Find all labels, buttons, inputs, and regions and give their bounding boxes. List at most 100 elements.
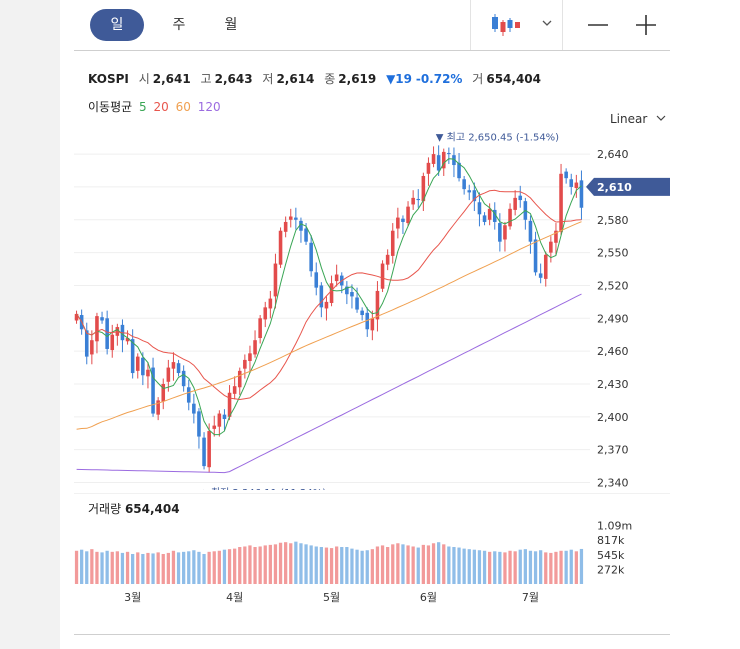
candle-body bbox=[365, 312, 370, 330]
volume-bar bbox=[396, 543, 400, 584]
tab-daily[interactable]: 일 bbox=[90, 9, 144, 41]
candle-body bbox=[227, 392, 232, 417]
candle-body bbox=[130, 339, 135, 374]
volume-bar bbox=[472, 549, 476, 584]
candle-body bbox=[263, 307, 268, 320]
tab-monthly[interactable]: 월 bbox=[224, 17, 238, 33]
month-label: 3월 bbox=[124, 591, 141, 604]
volume-bar bbox=[324, 547, 329, 584]
candle-body bbox=[360, 310, 364, 316]
ma-period-20[interactable]: 20 bbox=[153, 100, 169, 114]
volume-bar bbox=[528, 550, 533, 584]
volume-bar bbox=[80, 549, 84, 584]
volume-bar bbox=[482, 550, 487, 584]
candle-body bbox=[294, 217, 298, 220]
volume-value: 654,404 bbox=[124, 502, 180, 516]
candle-body bbox=[100, 317, 104, 321]
volume-bar bbox=[533, 551, 538, 584]
volume-bar bbox=[335, 546, 339, 584]
volume-bar bbox=[467, 549, 471, 584]
volume-short-value: 654,404 bbox=[486, 72, 541, 86]
candle-body bbox=[436, 155, 441, 171]
price-tick-label: 2,340 bbox=[597, 477, 629, 490]
tab-weekly[interactable]: 주 bbox=[172, 17, 186, 33]
moving-average-legend: 이동평균 5 20 60 120 bbox=[88, 98, 224, 115]
candle-body bbox=[248, 353, 252, 362]
candle-body bbox=[390, 230, 395, 256]
price-tick-label: 2,490 bbox=[597, 312, 629, 325]
volume-bar bbox=[365, 550, 369, 584]
volume-bar bbox=[136, 552, 140, 584]
candle-body bbox=[533, 239, 538, 273]
scale-label: Linear bbox=[610, 112, 648, 126]
close-label: 종 bbox=[324, 72, 336, 86]
volume-bar bbox=[110, 551, 114, 584]
price-tick-label: 2,400 bbox=[597, 411, 629, 424]
candle-body bbox=[273, 263, 278, 297]
price-tick-label: 2,430 bbox=[597, 378, 629, 391]
volume-bar bbox=[192, 550, 196, 584]
high-label: 고 bbox=[200, 72, 212, 86]
candle-body bbox=[84, 330, 89, 357]
volume-legend: 거래량 654,404 bbox=[88, 500, 180, 517]
candle-body bbox=[380, 263, 385, 289]
candle-body bbox=[232, 386, 237, 394]
plus-icon bbox=[636, 15, 656, 35]
volume-bar bbox=[380, 545, 385, 584]
price-chart[interactable]: 2,640 2,610 2,580 2,550 2,520 2,490 2,460 2,430… bbox=[60, 130, 740, 490]
candle-body bbox=[253, 340, 257, 355]
candle-body bbox=[74, 313, 79, 321]
current-price-label: 2,610 bbox=[597, 181, 632, 194]
candlestick-icon bbox=[492, 14, 520, 36]
toolbar-divider bbox=[470, 0, 471, 50]
volume-bar bbox=[406, 545, 410, 584]
chart-panel: 일 주 월 KOSPI 시 2,641 bbox=[60, 0, 740, 649]
candle-body bbox=[161, 383, 166, 402]
volume-bar bbox=[544, 552, 548, 584]
candle-body bbox=[304, 228, 308, 242]
candle-body bbox=[467, 190, 472, 193]
ma60-line bbox=[76, 221, 582, 430]
change-percent: -0.72% bbox=[415, 72, 463, 86]
volume-bar bbox=[151, 553, 155, 584]
current-price-tag bbox=[586, 177, 670, 196]
volume-bar bbox=[90, 549, 94, 584]
volume-bar bbox=[161, 553, 165, 584]
ma20-line bbox=[76, 189, 582, 401]
candle-body bbox=[528, 220, 533, 242]
zoom-in-button[interactable] bbox=[630, 10, 662, 40]
scale-dropdown[interactable]: Linear bbox=[610, 112, 667, 126]
min-price-annotation: ▲ 최저 2,346.11 (11.24%) bbox=[200, 487, 326, 490]
volume-bar bbox=[355, 549, 359, 584]
candle-body bbox=[329, 283, 334, 303]
low-value: 2,614 bbox=[276, 72, 315, 86]
zoom-out-button[interactable] bbox=[582, 10, 614, 40]
candle-body bbox=[319, 285, 324, 308]
candle-body bbox=[370, 318, 375, 331]
candle-body bbox=[492, 209, 497, 222]
candle-body bbox=[237, 370, 242, 388]
ma-period-60[interactable]: 60 bbox=[175, 100, 191, 114]
chart-type-button[interactable] bbox=[484, 10, 574, 40]
volume-bar bbox=[120, 552, 125, 584]
volume-bar bbox=[442, 544, 446, 584]
candle-body bbox=[181, 370, 186, 387]
volume-bar bbox=[508, 550, 512, 584]
bottom-divider bbox=[74, 634, 670, 635]
volume-bar bbox=[187, 551, 191, 584]
volume-bar bbox=[309, 545, 313, 584]
candle-body bbox=[503, 225, 507, 240]
candle-body bbox=[207, 431, 211, 468]
volume-bar bbox=[350, 548, 354, 584]
volume-bar bbox=[579, 548, 584, 584]
chevron-down-icon bbox=[656, 115, 666, 121]
candle-body bbox=[513, 197, 517, 210]
month-label: 5월 bbox=[323, 591, 340, 604]
ma-period-120[interactable]: 120 bbox=[197, 100, 221, 114]
volume-bar bbox=[503, 552, 507, 584]
ma-period-5[interactable]: 5 bbox=[139, 100, 147, 114]
candle-body bbox=[482, 215, 487, 222]
volume-tick-label: 817k bbox=[597, 534, 625, 547]
candle-body bbox=[462, 179, 466, 190]
